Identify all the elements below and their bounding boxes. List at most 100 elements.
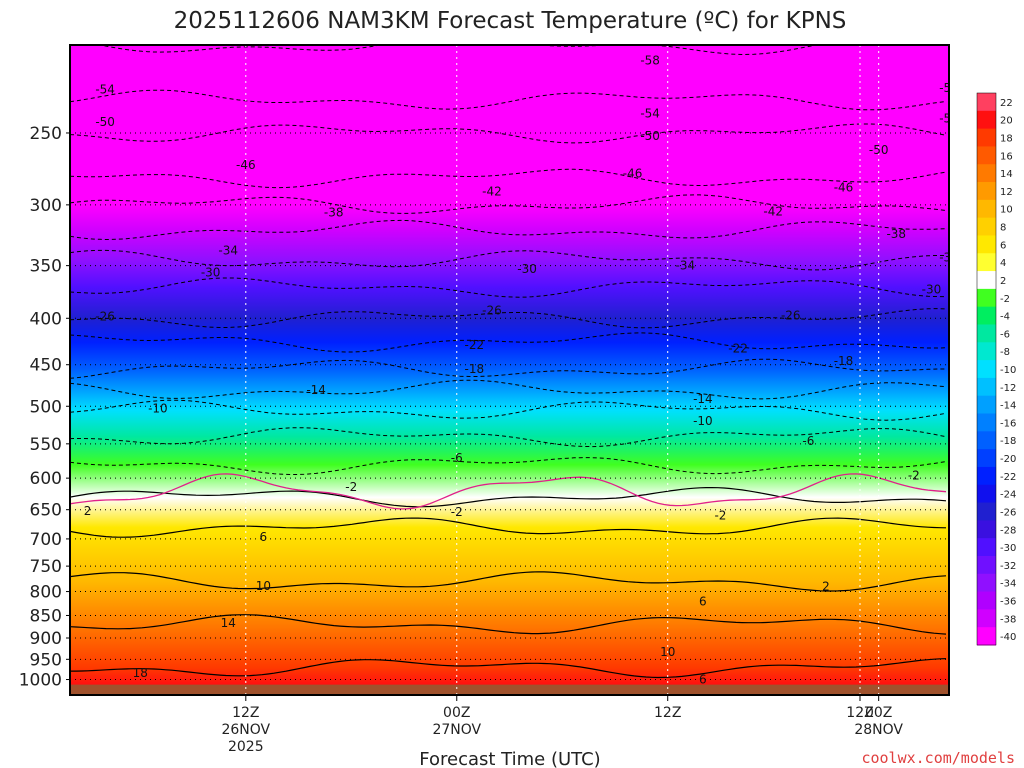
colorbar-tick-label: -32 <box>1000 561 1016 572</box>
colorbar-swatch <box>977 271 996 290</box>
colorbar-tick-label: 12 <box>1000 187 1013 198</box>
colorbar-swatch <box>977 627 996 646</box>
contour-label: -30 <box>922 283 942 297</box>
colorbar-tick-label: -38 <box>1000 614 1016 625</box>
contour-label: -38 <box>886 227 906 241</box>
contour-label: -50 <box>869 143 889 157</box>
colorbar-swatch <box>977 609 996 628</box>
contour-label: -26 <box>482 303 502 317</box>
colorbar-tick-label: 8 <box>1000 223 1006 234</box>
contour-line <box>70 517 947 538</box>
contour-line <box>97 45 819 56</box>
x-tick-label: 26NOV <box>221 722 270 738</box>
colorbar-swatch <box>977 573 996 593</box>
colorbar-swatch <box>977 253 996 272</box>
colorbar-tick-label: -40 <box>1000 632 1016 643</box>
contour-line <box>70 658 947 679</box>
contour-label: -30 <box>201 265 221 279</box>
colorbar-swatch <box>977 484 996 504</box>
colorbar-tick-label: 4 <box>1000 258 1006 269</box>
y-tick-label: 950 <box>30 650 62 670</box>
contour-label: -58 <box>640 53 660 67</box>
colorbar-swatch <box>977 110 996 130</box>
zero-degree-line <box>70 473 947 510</box>
contour-labels: -58 -58 -54 -54 -54 -50 -50 -50 -46 -46 -46 -42 -42 -… <box>84 53 959 687</box>
colorbar-tick-label: -14 <box>1000 401 1016 412</box>
x-tick-label: 00Z <box>865 705 892 721</box>
contour-label: -14 <box>693 392 713 406</box>
contour-label: 14 <box>221 616 236 630</box>
colorbar-tick-label: -18 <box>1000 436 1016 447</box>
contour-label: -2 <box>714 509 726 523</box>
colorbar-tick-label: -6 <box>1000 329 1010 340</box>
plot-area: -58 -58 -54 -54 -54 -50 -50 -50 -46 -46 -46 -42 -42 -… <box>70 45 959 695</box>
colorbar-frame <box>976 92 997 646</box>
colorbar-tick-label: 20 <box>1000 116 1013 127</box>
contour-label: -26 <box>95 309 115 323</box>
colorbar-tick-label: -12 <box>1000 383 1016 394</box>
colorbar-swatch <box>977 360 996 379</box>
y-tick-label: 300 <box>30 196 62 216</box>
contour-label: -26 <box>781 308 801 322</box>
colorbar-swatch <box>977 128 996 147</box>
colorbar-swatch <box>977 164 996 183</box>
colorbar-swatch <box>977 288 996 308</box>
colorbar-swatch <box>977 377 996 397</box>
colorbar-swatch <box>977 466 996 486</box>
x-tick-label: 12Z <box>654 705 681 721</box>
contour-label: 6 <box>699 594 707 608</box>
contour-label: -2 <box>908 469 920 483</box>
contour-label: -54 <box>939 112 959 126</box>
colorbar-tick-label: 10 <box>1000 205 1013 216</box>
contour-label: -18 <box>465 362 485 376</box>
colorbar-swatch <box>977 449 996 468</box>
contour-line <box>70 379 947 400</box>
colorbar-swatch <box>977 199 996 219</box>
contour-label: -42 <box>763 204 783 218</box>
y-tick-label: 600 <box>30 469 62 489</box>
colorbar-tick-label: -36 <box>1000 596 1016 607</box>
contour-label: -2 <box>345 480 357 494</box>
x-tick-label: 27NOV <box>432 722 481 738</box>
colorbar-swatch <box>977 520 996 539</box>
colorbar-tick-label: 18 <box>1000 134 1013 145</box>
contour-label: -18 <box>834 354 854 368</box>
contour-line <box>70 571 947 592</box>
y-tick-label: 700 <box>30 530 62 550</box>
contour-label: -54 <box>95 83 115 97</box>
contour-label: -34 <box>675 259 695 273</box>
colorbar-swatch <box>977 324 996 343</box>
contour-label: -50 <box>640 129 660 143</box>
grid <box>70 45 949 695</box>
y-tick-label: 750 <box>30 557 62 577</box>
x-tick-label: 00Z <box>443 705 470 721</box>
colorbar-tick-label: -22 <box>1000 472 1016 483</box>
colorbar-swatch <box>977 342 996 361</box>
colorbar-swatch <box>977 306 996 325</box>
contour-label: 10 <box>660 645 675 659</box>
colorbar-swatch <box>977 431 996 450</box>
contour-label: -34 <box>218 244 238 258</box>
x-tick-label: 28NOV <box>854 722 903 738</box>
y-tick-label: 350 <box>30 257 62 277</box>
y-tick-label: 900 <box>30 629 62 649</box>
y-tick-label: 800 <box>30 583 62 603</box>
contour-label: -14 <box>306 383 326 397</box>
colorbar-tick-label: -24 <box>1000 490 1016 501</box>
x-tick-label: 12Z <box>846 705 873 721</box>
colorbar-tick-label: -10 <box>1000 365 1016 376</box>
contour-label: 6 <box>699 673 707 687</box>
contour-label: -2 <box>451 505 463 519</box>
contour-label: -34 <box>939 251 959 265</box>
contour-label: -42 <box>482 184 502 198</box>
colorbar-swatch <box>977 235 996 254</box>
contour-line <box>70 614 947 635</box>
colorbar-swatch <box>977 555 996 575</box>
contour-label: -50 <box>95 115 115 129</box>
colorbar-tick-label: 2 <box>1000 276 1006 287</box>
colorbar-swatch <box>977 502 996 521</box>
colorbar-swatch <box>977 93 996 112</box>
y-tick-label: 500 <box>30 397 62 417</box>
